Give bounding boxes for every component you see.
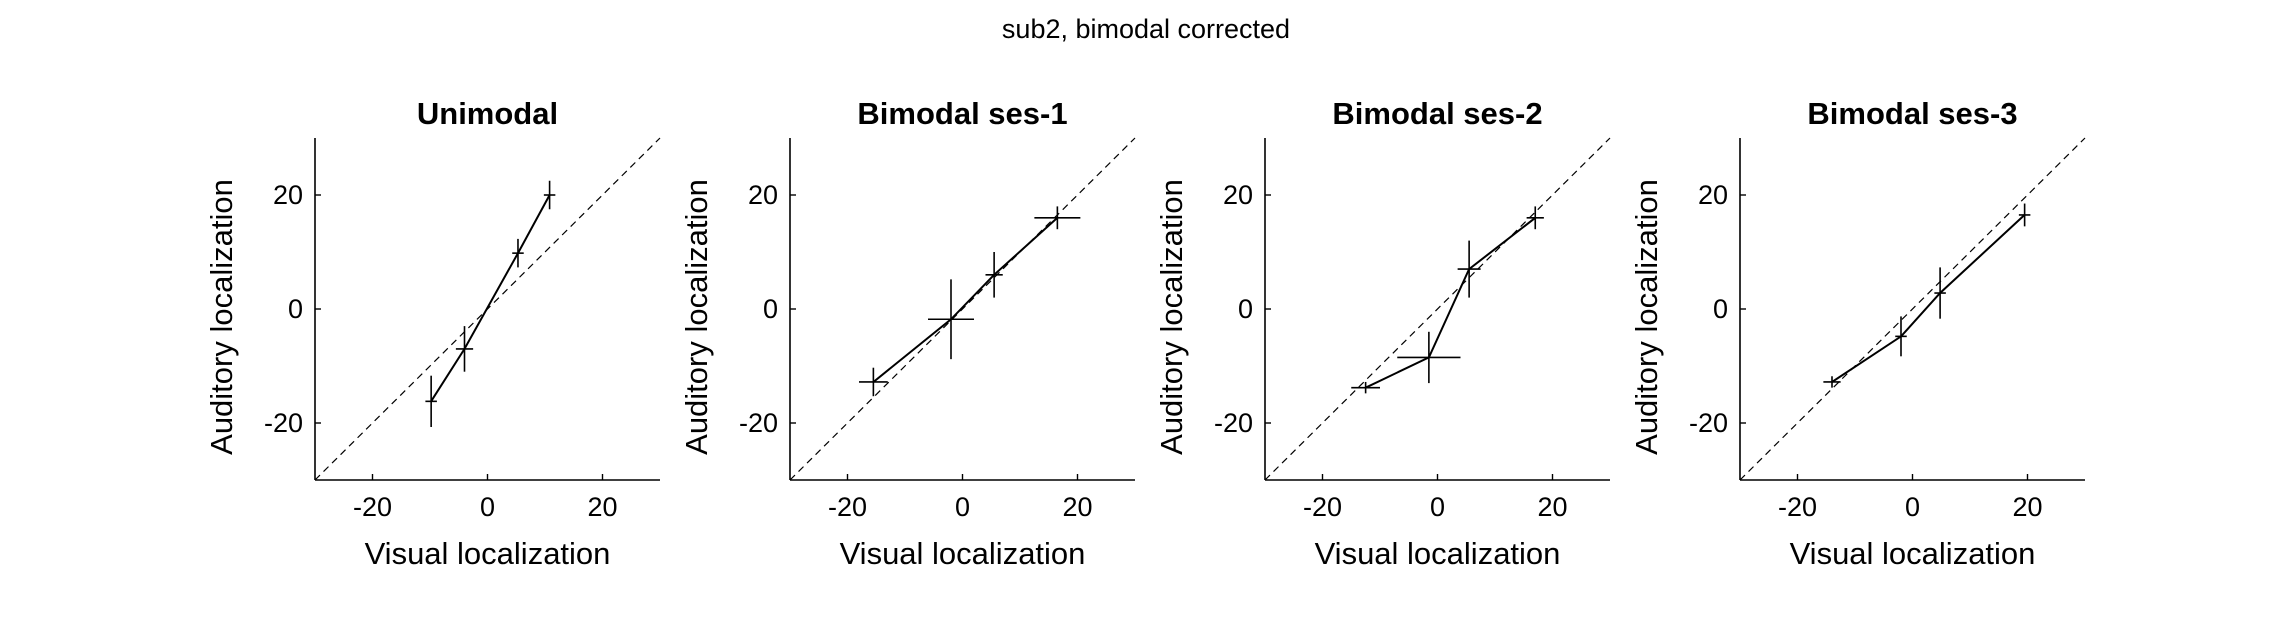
y-axis-label: Auditory localization (679, 179, 714, 455)
panel-title: Unimodal (417, 96, 558, 131)
chart-panel-1: Unimodal -20 0 20 -20 0 20 Visual localization A… (204, 96, 661, 571)
y-tick-label: 20 (1223, 180, 1253, 210)
identity-reference-line (789, 137, 1136, 481)
x-tick-label: 0 (1430, 492, 1445, 522)
x-tick-label: -20 (828, 492, 867, 522)
x-tick-label: 20 (1062, 492, 1092, 522)
data-point-2 (455, 326, 474, 372)
y-tick-label: 20 (1698, 180, 1728, 210)
y-tick-label: 0 (1713, 294, 1728, 324)
data-point-3 (1457, 240, 1481, 298)
y-tick-label: -20 (1689, 408, 1728, 438)
identity-reference-line (1264, 137, 1611, 481)
x-axis-label: Visual localization (365, 536, 611, 571)
data-point-1 (1823, 376, 1841, 388)
y-tick-label: -20 (1214, 408, 1253, 438)
chart-panel-2: Bimodal ses-1 -20 0 20 -20 0 20 Visual localiza… (679, 96, 1136, 571)
identity-reference-line (1739, 137, 2086, 481)
chart-panel-4: Bimodal ses-3 -20 0 20 -20 0 20 Visual localiza… (1629, 96, 2086, 571)
panels: Unimodal -20 0 20 -20 0 20 Visual localization A… (204, 96, 2086, 571)
x-tick-label: 20 (1537, 492, 1567, 522)
x-tick-label: -20 (353, 492, 392, 522)
x-tick-label: 0 (480, 492, 495, 522)
data-point-3 (1934, 267, 1946, 319)
panel-title: Bimodal ses-1 (857, 96, 1067, 131)
data-point-3 (512, 238, 524, 268)
x-axis-label: Visual localization (1790, 536, 2036, 571)
figure-title: sub2, bimodal corrected (1002, 14, 1290, 44)
x-tick-label: 20 (2012, 492, 2042, 522)
y-axis-label: Auditory localization (204, 179, 239, 455)
y-tick-label: 20 (273, 180, 303, 210)
data-series-line (1365, 217, 1536, 389)
data-point-1 (859, 367, 888, 397)
data-point-4 (2018, 203, 2031, 227)
y-tick-label: 20 (748, 180, 778, 210)
y-axis-label: Auditory localization (1154, 179, 1189, 455)
data-series-line (872, 217, 1059, 383)
panel-title: Bimodal ses-2 (1332, 96, 1542, 131)
data-series-line (430, 194, 551, 402)
y-tick-label: 0 (288, 294, 303, 324)
x-tick-label: 0 (955, 492, 970, 522)
x-tick-label: -20 (1778, 492, 1817, 522)
data-point-4 (543, 180, 556, 210)
data-point-4 (1526, 206, 1544, 230)
y-tick-label: -20 (264, 408, 303, 438)
data-point-2 (1397, 331, 1461, 384)
y-axis-label: Auditory localization (1629, 179, 1664, 455)
x-tick-label: 0 (1905, 492, 1920, 522)
data-point-2 (928, 279, 974, 360)
y-tick-label: -20 (739, 408, 778, 438)
chart-panel-3: Bimodal ses-2 -20 0 20 -20 0 20 Visual localiza… (1154, 96, 1611, 571)
x-tick-label: 20 (587, 492, 617, 522)
data-point-2 (1895, 316, 1907, 357)
data-series-line (1831, 214, 2026, 383)
x-axis-label: Visual localization (840, 536, 1086, 571)
data-point-1 (425, 375, 437, 427)
x-tick-label: -20 (1303, 492, 1342, 522)
data-point-3 (985, 252, 1003, 298)
data-point-4 (1034, 206, 1081, 230)
data-point-1 (1351, 381, 1380, 394)
panel-title: Bimodal ses-3 (1807, 96, 2017, 131)
x-axis-label: Visual localization (1315, 536, 1561, 571)
y-tick-label: 0 (763, 294, 778, 324)
y-tick-label: 0 (1238, 294, 1253, 324)
